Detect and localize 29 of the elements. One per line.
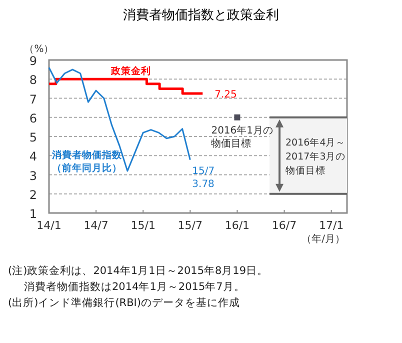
x-tick-label: 14/7 [84,219,108,232]
annotation: 15/7 3.78 [192,166,215,190]
y-tick-label: 6 [29,111,37,126]
y-tick-label: 5 [29,130,37,144]
chart-title: 消費者物価指数と政策金利 [123,8,279,23]
y-tick-label: 9 [29,54,37,68]
x-tick-label: 16/7 [272,219,297,232]
y-tick-label: 2 [29,188,37,202]
x-axis-title: （年/月） [302,233,345,245]
text: 消費者物価指数は2014年1月～2015年7月。 [24,280,245,293]
series-label: 政策金利 [110,65,151,77]
band-label: 2016年4月～2017年3月の物価目標 [286,136,346,177]
y-tick-label: 1 [29,207,37,221]
x-tick-label: 16/1 [224,219,250,232]
annotation: 7.25 [214,89,237,100]
x-tick-label: 14/1 [36,219,62,232]
y-tick-label: 8 [29,73,37,88]
x-tick-label: 17/1 [318,219,344,232]
y-axis-title: （%） [24,44,54,55]
y-tick-label: 4 [29,150,37,164]
annotation: 2016年1月の物価目標 [211,124,274,150]
series-label: 消費者物価指数（前年同月比） [51,149,123,174]
x-tick-label: 15/1 [130,219,156,232]
y-tick-label: 7 [29,92,37,106]
line-series [48,66,191,172]
text: (注)政策金利は、2014年1月1日～2015年8月19日。 [8,264,268,277]
y-tick-label: 3 [29,168,37,183]
text: (出所)インド準備銀行(RBI)のデータを基に作成 [8,296,240,309]
x-tick-label: 15/7 [178,219,203,232]
